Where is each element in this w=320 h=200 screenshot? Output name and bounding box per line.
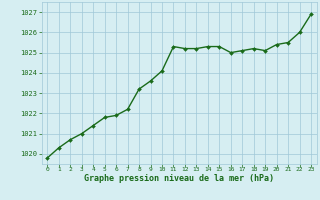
X-axis label: Graphe pression niveau de la mer (hPa): Graphe pression niveau de la mer (hPa): [84, 174, 274, 183]
